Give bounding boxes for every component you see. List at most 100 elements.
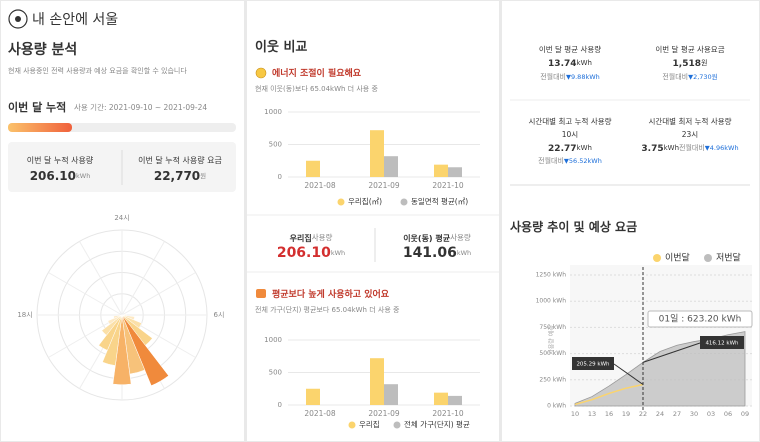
bar (370, 358, 384, 405)
tooltip-text: 01일 : 623.20 kWh (659, 314, 742, 325)
polar-spoke (121, 241, 165, 316)
card-value: kWh (76, 172, 90, 180)
logo: 내 손안에 서울 (32, 12, 118, 28)
progress-fill (8, 123, 72, 132)
status-icon (255, 67, 267, 79)
status-desc: 현재 이웃(동)보다 65.04kWh 더 사용 중 (255, 84, 378, 93)
polar-wedge (107, 314, 123, 325)
legend-label: 우리집 (359, 419, 380, 429)
compare-label: 사용량 (450, 233, 471, 242)
stat-value: kWh (664, 144, 679, 152)
card-label: 이번 달 누적 사용량 요금 (138, 155, 222, 165)
y-axis-label: 사용량 예측 (548, 325, 556, 355)
status2: 평균보다 높게 사용하고 있어요 (272, 288, 390, 300)
desc: 현재 사용중인 전력 사용량과 예상 요금을 확인할 수 있습니다 (8, 66, 187, 75)
stat-value: 22.77kWh (548, 144, 592, 154)
polar-label: 18시 (17, 311, 32, 319)
stat-diff: 전월대비 (538, 156, 564, 165)
legend-marker (704, 254, 712, 262)
title: 사용량 분석 (8, 42, 77, 58)
bar (384, 384, 398, 405)
stat-label: 이번 달 평균 사용요금 (655, 44, 724, 54)
y-tick-label: 1000 (264, 108, 282, 116)
stat-label: 시간대별 최저 누적 사용량 (648, 116, 731, 126)
stat-diff: 전월대비 (540, 72, 566, 81)
card-value: 원 (200, 171, 206, 180)
y-tick-label: 1250 kWh (536, 272, 567, 279)
x-tick-label: 27 (673, 410, 681, 418)
status2-desc: 전체 가구(단지) 평균보다 65.04kWh 더 사용 중 (255, 305, 400, 314)
stat-diff: ▼2,730원 (688, 72, 718, 81)
polar-wedge (121, 314, 169, 387)
x-tick-label: 03 (707, 410, 715, 418)
logo: 내 손안에 서울 (32, 12, 118, 28)
month-label: 이번 달 누적 (8, 100, 66, 114)
leader (642, 342, 701, 363)
period: 사용 기간: 2021-09-10 ~ 2021-09-24 (74, 102, 207, 112)
x-tick-label: 13 (588, 410, 596, 418)
stat-label: 이번 달 평균 사용요금 (655, 44, 724, 54)
tooltip (647, 310, 753, 328)
polar-spoke (48, 272, 123, 316)
card-value: 22,770원 (154, 169, 206, 183)
stat-value: 3.75 (641, 144, 663, 154)
y-tick-label: 750 kWh (539, 324, 566, 331)
polar-wedge (113, 314, 123, 319)
legend-marker (400, 198, 408, 206)
legend-label: 우리집(㎡) (348, 196, 382, 206)
x-tick-label: 2021-09 (368, 181, 400, 190)
bar (384, 156, 398, 177)
value-box-text: 416.12 kWh (705, 341, 739, 347)
y-tick-label: 250 kWh (539, 376, 566, 383)
stat-value: kWh (577, 144, 592, 152)
area (574, 331, 746, 407)
compare-value: 141.06kWh (403, 245, 471, 261)
status: 에너지 조절이 필요해요 (272, 67, 362, 79)
desc: 현재 사용중인 전력 사용량과 예상 요금을 확인할 수 있습니다 (8, 66, 187, 75)
x-tick-label: 2021-10 (432, 181, 464, 190)
x-tick-label: 2021-08 (304, 181, 336, 190)
compare-label: 우리집 (290, 233, 312, 243)
card-label: 이번 달 누적 사용량 요금 (138, 155, 222, 165)
stat-value: kWh (577, 59, 592, 67)
stat-diff: 전월대비▼2,730원 (662, 72, 717, 81)
card-value: 206.10 (30, 169, 76, 183)
title: 이웃 비교 (255, 39, 307, 55)
bar (448, 395, 462, 405)
x-tick-label: 09 (741, 410, 749, 418)
stat-value: 1,518원 (673, 58, 708, 69)
stat-value: ▼4.96kWh (705, 144, 739, 152)
compare-value: 206.10kWh (277, 245, 345, 261)
status2-icon (256, 289, 266, 298)
legend-label: 전체 가구(단지) 평균 (404, 419, 470, 429)
compare-label: 우리집사용량 (290, 233, 333, 243)
card-value: 206.10kWh (30, 169, 91, 183)
legend-marker (337, 198, 345, 206)
stat-value: 1,518 (673, 59, 701, 69)
title: 사용량 분석 (8, 42, 77, 58)
bar (370, 130, 384, 177)
stat-value: 13.74kWh (548, 59, 592, 69)
stat-diff: ▼56.52kWh (564, 157, 602, 165)
y-tick-label: 0 (278, 401, 282, 409)
stat-diff: 전월대비▼9.88kWh (540, 72, 600, 81)
status: 에너지 조절이 필요해요 (272, 67, 362, 79)
polar-wedge (101, 314, 123, 336)
stat-label: 시간대별 최고 누적 사용량 (528, 116, 611, 126)
month-label: 이번 달 누적 (8, 100, 66, 114)
title: 이웃 비교 (255, 39, 307, 55)
card-label: 이번 달 누적 사용량 (27, 155, 94, 165)
polar-wedge (102, 314, 123, 366)
legend-label: 저번달 (716, 252, 741, 264)
compare-label: 사용량 (312, 233, 333, 242)
compare-label: 이웃(동) 평균 (403, 233, 451, 243)
bar (448, 167, 462, 177)
stat-value: 3.75kWh전월대비▼4.96kWh (641, 143, 738, 154)
status-desc: 현재 이웃(동)보다 65.04kWh 더 사용 중 (255, 84, 378, 93)
stat-value: 전월대비 (679, 143, 705, 152)
legend-label: 이번달 (665, 252, 690, 264)
polar-label: 24시 (114, 214, 129, 222)
legend-marker (653, 254, 661, 262)
legend-marker (393, 421, 401, 429)
bar (306, 160, 320, 177)
